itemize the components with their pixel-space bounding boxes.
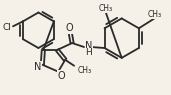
Text: CH₃: CH₃ [78, 66, 92, 75]
Text: CH₃: CH₃ [147, 10, 161, 19]
Text: N: N [34, 62, 41, 72]
Text: H: H [86, 48, 92, 57]
Text: N: N [85, 41, 93, 51]
Text: Cl: Cl [3, 23, 11, 32]
Text: O: O [65, 23, 73, 33]
Text: O: O [57, 71, 65, 81]
Text: CH₃: CH₃ [99, 4, 113, 13]
